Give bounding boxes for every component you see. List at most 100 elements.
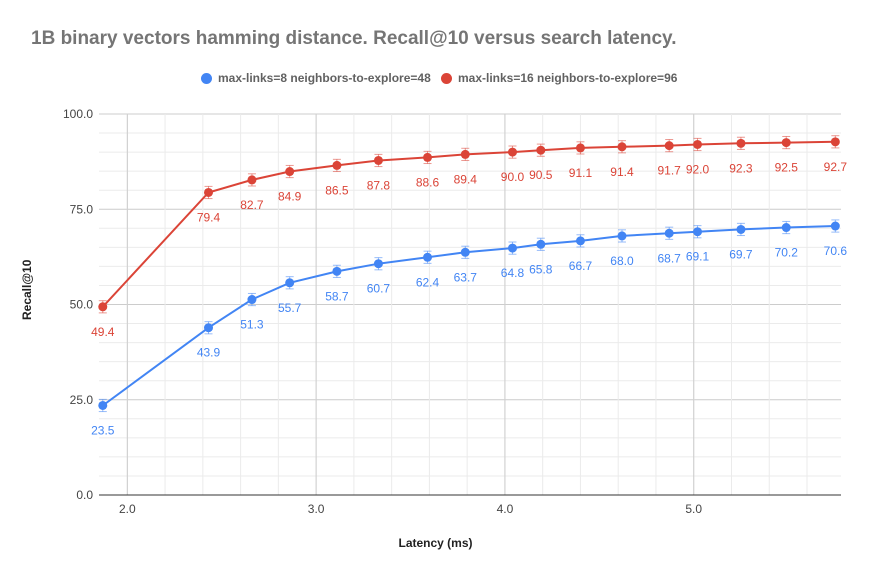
series-2-point[interactable] — [373, 153, 383, 168]
data-point-marker — [332, 160, 342, 170]
series-1-point[interactable] — [830, 219, 840, 233]
data-label: 63.7 — [454, 270, 478, 284]
legend-entry-series-1[interactable]: max-links=8 neighbors-to-explore=48 — [201, 71, 431, 85]
series-2-point[interactable] — [693, 137, 703, 152]
series-1-point[interactable] — [332, 264, 342, 278]
series-1-point[interactable] — [536, 237, 546, 251]
data-point-marker — [693, 139, 703, 149]
gridlines — [99, 113, 841, 496]
data-label: 82.7 — [240, 198, 264, 212]
data-point-marker — [423, 152, 433, 162]
data-point-marker — [781, 138, 791, 148]
data-point-marker — [736, 224, 746, 234]
data-point-marker — [830, 137, 840, 147]
data-point-marker — [98, 302, 108, 312]
data-label: 89.4 — [454, 172, 478, 186]
series-1-point[interactable] — [285, 276, 295, 290]
data-labels: 23.5 43.9 51.3 55.7 58.7 60.7 62.4 63.7 64.8 65.8… — [91, 160, 847, 438]
series-1-point[interactable] — [423, 250, 433, 264]
series-1-point[interactable] — [693, 225, 703, 239]
data-point-marker — [247, 295, 257, 305]
series-1-point[interactable] — [98, 398, 108, 413]
series-2-point[interactable] — [507, 145, 517, 159]
data-point-marker — [781, 223, 791, 233]
series-1-point[interactable] — [781, 220, 791, 235]
data-point-marker — [507, 147, 517, 157]
x-tick-label: 3.0 — [308, 502, 325, 516]
series-2-point[interactable] — [204, 185, 214, 200]
data-label: 70.6 — [824, 244, 848, 258]
series-1-point[interactable] — [664, 226, 674, 240]
series-1-point[interactable] — [617, 229, 627, 243]
data-label: 90.5 — [529, 168, 553, 182]
series-2-point[interactable] — [247, 173, 257, 187]
data-point-marker — [575, 143, 585, 153]
data-point-marker — [830, 221, 840, 231]
series-lines — [98, 135, 840, 413]
x-tick-label: 2.0 — [119, 502, 136, 516]
data-label: 91.7 — [658, 164, 682, 178]
y-tick-label: 75.0 — [70, 202, 94, 216]
data-point-marker — [332, 266, 342, 276]
series-2-point[interactable] — [617, 140, 627, 154]
y-axis-label: Recall@10 — [20, 259, 34, 320]
data-label: 91.1 — [569, 166, 593, 180]
data-label: 65.8 — [529, 262, 553, 276]
y-tick-label: 100.0 — [63, 107, 93, 121]
y-tick-label: 0.0 — [76, 488, 93, 502]
series-2-point[interactable] — [830, 135, 840, 149]
data-point-marker — [575, 236, 585, 246]
data-point-marker — [247, 175, 257, 185]
data-label: 87.8 — [367, 178, 391, 192]
data-label: 66.7 — [569, 259, 593, 273]
series-2-point[interactable] — [664, 139, 674, 153]
series-1-point[interactable] — [373, 257, 383, 271]
data-label: 62.4 — [416, 275, 440, 289]
data-label: 60.7 — [367, 282, 391, 296]
data-point-marker — [285, 278, 295, 288]
series-1-point[interactable] — [204, 321, 214, 335]
series-2-point[interactable] — [423, 150, 433, 165]
data-label: 55.7 — [278, 301, 302, 315]
series-2-point[interactable] — [736, 136, 746, 150]
series-1-point[interactable] — [736, 222, 746, 237]
data-label: 49.4 — [91, 325, 115, 339]
series-2-point[interactable] — [285, 164, 295, 179]
series-1-point[interactable] — [575, 234, 585, 248]
data-point-marker — [507, 243, 517, 253]
data-label: 68.0 — [610, 254, 634, 268]
data-label: 70.2 — [775, 246, 799, 260]
series-2-point[interactable] — [332, 158, 342, 173]
data-point-marker — [536, 145, 546, 155]
series-1-point[interactable] — [507, 241, 517, 255]
series-2-point[interactable] — [98, 300, 108, 314]
data-label: 64.8 — [501, 266, 525, 280]
data-point-marker — [617, 142, 627, 152]
series-1-point[interactable] — [460, 245, 470, 259]
series-2-point[interactable] — [460, 147, 470, 161]
series-2-point[interactable] — [781, 135, 791, 150]
data-point-marker — [536, 239, 546, 249]
data-point-marker — [460, 149, 470, 159]
data-point-marker — [373, 155, 383, 165]
series-2-point[interactable] — [575, 141, 585, 155]
data-label: 91.4 — [610, 165, 634, 179]
data-point-marker — [204, 323, 214, 333]
series-2-point[interactable] — [536, 143, 546, 157]
data-label: 92.3 — [729, 161, 753, 175]
data-label: 79.4 — [197, 210, 221, 224]
legend-entry-series-2[interactable]: max-links=16 neighbors-to-explore=96 — [441, 71, 677, 85]
data-point-marker — [736, 138, 746, 148]
x-axis-label: Latency (ms) — [398, 536, 473, 550]
data-label: 92.5 — [775, 161, 799, 175]
legend-label-series-1: max-links=8 neighbors-to-explore=48 — [218, 71, 431, 85]
x-tick-label: 5.0 — [685, 502, 702, 516]
data-label: 69.1 — [686, 250, 710, 264]
data-label: 86.5 — [325, 183, 349, 197]
data-point-marker — [204, 187, 214, 197]
y-tick-label: 50.0 — [70, 298, 94, 312]
series-1-point[interactable] — [247, 292, 257, 307]
data-label: 92.0 — [686, 162, 710, 176]
data-label: 23.5 — [91, 423, 115, 437]
data-label: 58.7 — [325, 289, 349, 303]
